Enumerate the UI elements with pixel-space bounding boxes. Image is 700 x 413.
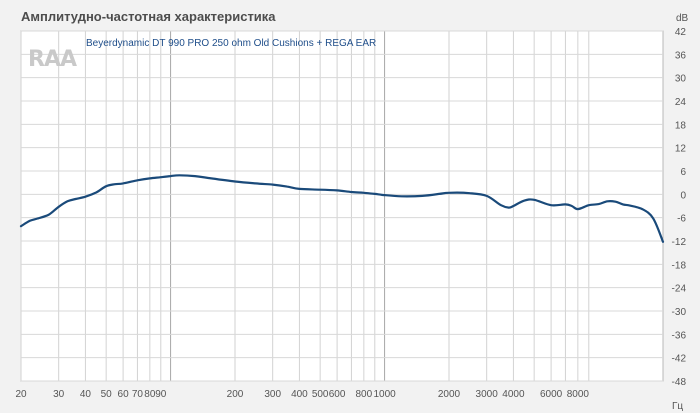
x-tick-label: 200: [227, 389, 244, 400]
x-tick-label: 30: [53, 389, 65, 400]
y-tick-label: -36: [672, 330, 687, 341]
y-tick-label: -24: [672, 284, 687, 295]
y-tick-label: 30: [675, 74, 687, 85]
y-tick-label: -12: [672, 237, 687, 248]
x-tick-label: 800: [355, 389, 372, 400]
x-tick-label: 20: [15, 389, 27, 400]
x-tick-label: 1000: [373, 389, 396, 400]
y-grid: [21, 30, 663, 382]
y-tick-label: -30: [672, 307, 687, 318]
x-tick-label: 3000: [476, 389, 499, 400]
series-line: [19, 174, 665, 243]
x-axis-tick-labels: 20 30 40 50 60 70 80 90 200 300 400 500 600 800 1000 20…: [15, 389, 589, 400]
y-tick-label: 42: [675, 27, 687, 38]
y-tick-label: -18: [672, 260, 687, 271]
y-tick-label: 0: [680, 190, 686, 201]
x-tick-label: 400: [291, 389, 308, 400]
y-axis-tick-labels: 42 36 30 24 18 12 6 0 -6 -12 -18 -24 -30 -36 -42 -48: [672, 27, 687, 388]
x-tick-label: 600: [329, 389, 346, 400]
x-tick-label: 40: [80, 389, 92, 400]
y-tick-label: 12: [675, 144, 687, 155]
y-tick-label: -42: [672, 354, 687, 365]
y-tick-label: -48: [672, 377, 687, 388]
x-tick-label: 50: [101, 389, 113, 400]
x-tick-label: 6000: [540, 389, 563, 400]
plot-area: [20, 30, 664, 382]
x-tick-label: 2000: [438, 389, 461, 400]
x-tick-label: 300: [264, 389, 281, 400]
x-tick-label: 8000: [567, 389, 590, 400]
y-tick-label: 18: [675, 120, 687, 131]
x-tick-label: 60: [118, 389, 130, 400]
raa-logo: RAA: [28, 47, 77, 72]
chart-title: Амплитудно-частотная характеристика: [21, 9, 276, 24]
x-tick-label: 90: [155, 389, 167, 400]
x-tick-label: 80: [144, 389, 156, 400]
x-tick-label: 70: [132, 389, 144, 400]
series-label: Beyerdynamic DT 990 PRO 250 ohm Old Cush…: [86, 38, 376, 49]
y-tick-label: 24: [675, 97, 687, 108]
y-tick-label: 6: [680, 167, 686, 178]
y-axis-unit: dB: [676, 13, 689, 24]
x-tick-label: 500: [312, 389, 329, 400]
y-tick-label: -6: [677, 214, 686, 225]
x-tick-label: 4000: [502, 389, 525, 400]
x-axis-unit: Гц: [672, 401, 683, 412]
x-grid: [20, 31, 590, 381]
y-tick-label: 36: [675, 50, 687, 61]
